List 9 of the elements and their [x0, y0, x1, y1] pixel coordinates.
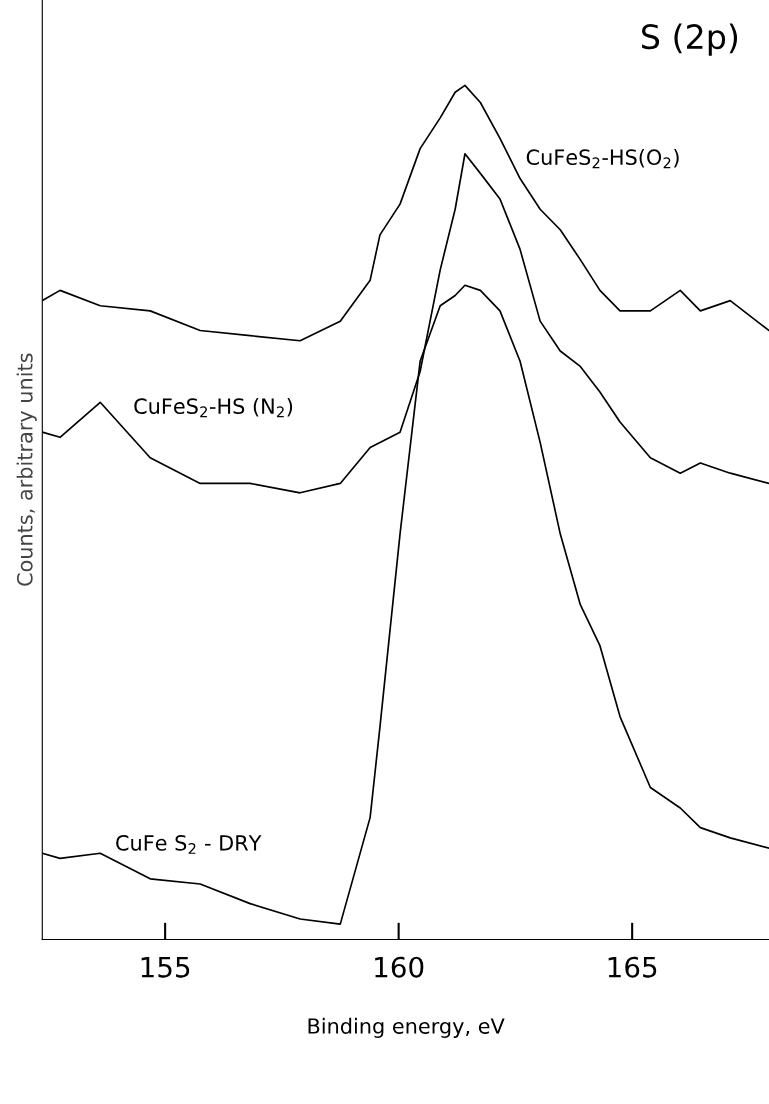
- x-tick-label: 155: [141, 957, 190, 978]
- y-axis-title: Counts, arbitrary units: [16, 353, 37, 586]
- x-tick-label: 165: [608, 956, 657, 978]
- chart-title: S (2p): [641, 23, 738, 56]
- series-label: CuFeS$_{2}$-HS (N$_{2}$): [134, 397, 293, 418]
- x-tick-label: 160: [375, 956, 424, 978]
- series-label: CuFe S$_{2}$ - DRY: [116, 834, 262, 854]
- series-label: CuFeS$_{2}$-HS(O$_{2}$): [526, 148, 679, 169]
- x-axis-title: Binding energy, eV: [308, 1017, 505, 1038]
